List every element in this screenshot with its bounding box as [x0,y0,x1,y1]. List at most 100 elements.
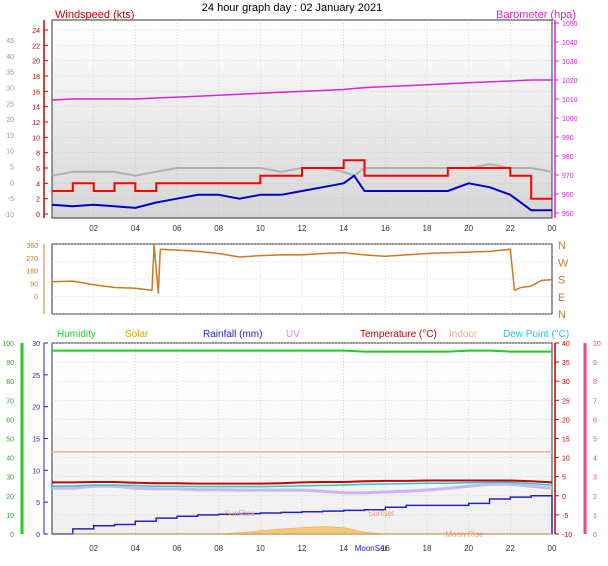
barometer-line [51,79,552,101]
wind-time-tick: 00 [548,224,557,233]
moonset-label: MoonSet [355,544,388,553]
wind-time-tick: 22 [506,224,515,233]
direction-degree-ticks: 360 270 180 90 0 [26,243,45,314]
uv-tick: 0 [593,532,597,539]
direction-series [51,244,553,294]
barometer-tick: 1020 [562,78,578,85]
temperature-time-tick: 00 [548,544,557,553]
wind-inner-tick: 2 [36,197,40,204]
temperature-time-tick: 12 [298,544,307,553]
temperature-time-ticks: 02 04 06 08 10 12 14 16 18 20 22 00 [89,544,557,553]
wind-outer-tick: 15 [6,133,14,140]
compass-tick: N [558,240,566,252]
temperature-time-tick: 14 [339,544,348,553]
humidity-tick: 10 [6,513,14,520]
temperature-tick: 10 [562,456,570,463]
barometer-tick: 1040 [562,40,578,47]
wind-time-tick: 10 [256,224,265,233]
direction-degree-tick: 180 [26,269,38,276]
temperature-tick: 20 [562,417,570,424]
wind-outer-tick: 35 [6,70,14,77]
moonrise-label: Moon Rise [445,530,484,539]
wind-inner-tick: 22 [32,43,40,50]
dewpoint-line [51,481,553,488]
temperature-tick: 40 [562,341,570,348]
temperature-tick: -10 [562,532,572,539]
temperature-line [52,479,553,485]
wind-time-tick: 02 [89,224,98,233]
wind-outer-tick: 5 [10,165,14,172]
humidity-tick: 20 [6,494,14,501]
barometer-tick: 1050 [562,21,578,28]
temperature-tick: 25 [562,398,570,405]
temperature-time-tick: 04 [131,544,140,553]
wind-outer-tick: 0 [10,180,14,187]
compass-tick: S [558,275,565,287]
wind-inner-tick: 0 [36,212,40,219]
humidity-tick: 40 [6,456,14,463]
wind-time-tick: 08 [214,224,223,233]
uv-tick: 3 [593,475,597,482]
barometer-axis-label: Barometer (hpa) [496,9,576,21]
legend-item: Dew Point (°C) [503,329,569,340]
temperature-tick: 5 [562,475,566,482]
wind-inner-tick: 6 [36,166,40,173]
wind-inner-tick: 24 [32,28,40,35]
wind-time-tick: 12 [298,224,307,233]
legend-item: UV [286,329,300,340]
uv-tick: 1 [593,513,597,520]
humidity-tick: 60 [6,417,14,424]
barometer-tick: 980 [562,154,574,161]
sunset-label: SunSet [368,509,395,518]
compass-tick: W [558,257,569,269]
wind-average-line [51,174,552,212]
rain-tick: 30 [32,341,40,348]
humidity-tick: 50 [6,437,14,444]
temperature-time-tick: 08 [214,544,223,553]
rain-tick: 15 [32,437,40,444]
wind-time-tick: 14 [339,224,348,233]
compass-tick: E [558,292,565,304]
rain-tick: 20 [32,405,40,412]
direction-degree-tick: 360 [26,243,38,250]
uv-tick: 7 [593,398,597,405]
wind-inner-tick: 18 [32,74,40,81]
wind-outer-tick: 25 [6,101,14,108]
wind-direction-line [51,244,553,294]
wind-outer-ticks: 45 40 35 30 25 20 15 10 5 0 -5 -10 [4,38,14,219]
direction-degree-tick: 90 [30,281,38,288]
wind-outer-tick: -5 [8,196,14,203]
humidity-tick: 100 [2,341,14,348]
wind-inner-tick: 20 [32,59,40,66]
barometer-tick: 1000 [562,116,578,123]
temperature-legend: Humidity Solar Rainfall (mm) UV Temperature … [57,329,569,340]
temperature-time-tick: 06 [173,544,182,553]
direction-degree-tick: 270 [26,256,38,263]
barometer-tick: 1010 [562,97,578,104]
direction-degree-tick: 0 [34,294,38,301]
barometer-tick: 970 [562,173,574,180]
rain-ticks: 30 25 20 15 10 5 0 [32,341,48,539]
wind-outer-tick: 45 [6,38,14,45]
wind-time-ticks: 02 04 06 08 10 12 14 16 18 20 22 00 [89,224,557,233]
barometer-tick: 960 [562,192,574,199]
legend-item: Indoor [449,329,478,340]
temperature-tick: -5 [562,513,568,520]
wind-gust-line [52,159,552,200]
uv-tick: 5 [593,437,597,444]
wind-inner-tick: 16 [32,89,40,96]
temperature-time-tick: 22 [506,544,515,553]
wind-inner-tick: 8 [36,151,40,158]
rainfall-line [52,495,553,535]
temperature-time-tick: 02 [89,544,98,553]
rain-tick: 10 [32,468,40,475]
temperature-tick: 0 [562,494,566,501]
legend-item: Rainfall (mm) [203,329,262,340]
wind-outer-tick: 30 [6,85,14,92]
wind-time-tick: 04 [131,224,140,233]
temperature-tick: 30 [562,379,570,386]
